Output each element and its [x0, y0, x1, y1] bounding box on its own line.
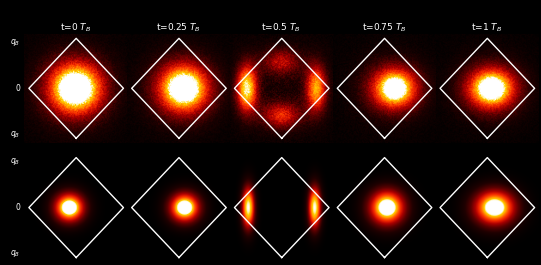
Text: $q_B$: $q_B$: [10, 129, 21, 140]
Text: $q_B$: $q_B$: [10, 37, 21, 48]
Text: 0: 0: [16, 84, 21, 93]
Title: t=0.25 $T_B$: t=0.25 $T_B$: [156, 22, 201, 34]
Title: t=0.5 $T_B$: t=0.5 $T_B$: [261, 22, 301, 34]
Title: t=0.75 $T_B$: t=0.75 $T_B$: [362, 22, 406, 34]
Title: t=0 $T_B$: t=0 $T_B$: [60, 22, 91, 34]
Text: 0: 0: [16, 203, 21, 212]
Text: $q_B$: $q_B$: [10, 156, 21, 167]
Text: $q_B$: $q_B$: [10, 248, 21, 259]
Title: t=1 $T_B$: t=1 $T_B$: [471, 22, 503, 34]
